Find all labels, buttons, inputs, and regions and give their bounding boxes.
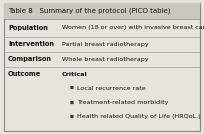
Text: ■: ■ bbox=[70, 100, 74, 104]
Text: Health related Quality of Life (HRQoL.): Health related Quality of Life (HRQoL.) bbox=[77, 114, 201, 119]
Text: Women (18 or over) with invasive breast cancer (M0) w: Women (18 or over) with invasive breast … bbox=[62, 25, 204, 31]
Text: Local recurrence rate: Local recurrence rate bbox=[77, 86, 146, 91]
Text: Critical: Critical bbox=[62, 72, 88, 77]
Text: Population: Population bbox=[8, 25, 48, 31]
Text: ■: ■ bbox=[70, 86, 74, 90]
Text: Comparison: Comparison bbox=[8, 57, 52, 62]
Text: Whole breast radiotherapy: Whole breast radiotherapy bbox=[62, 57, 149, 62]
Text: Partial breast radiotherapy: Partial breast radiotherapy bbox=[62, 42, 149, 47]
Text: Treatment-related morbidity: Treatment-related morbidity bbox=[77, 100, 168, 105]
Text: Intervention: Intervention bbox=[8, 42, 54, 47]
Text: Outcome: Outcome bbox=[8, 71, 41, 77]
Text: Table 8   Summary of the protocol (PICO table): Table 8 Summary of the protocol (PICO ta… bbox=[8, 8, 171, 14]
Text: ■: ■ bbox=[70, 115, 74, 119]
Bar bbox=[4, 3, 200, 19]
